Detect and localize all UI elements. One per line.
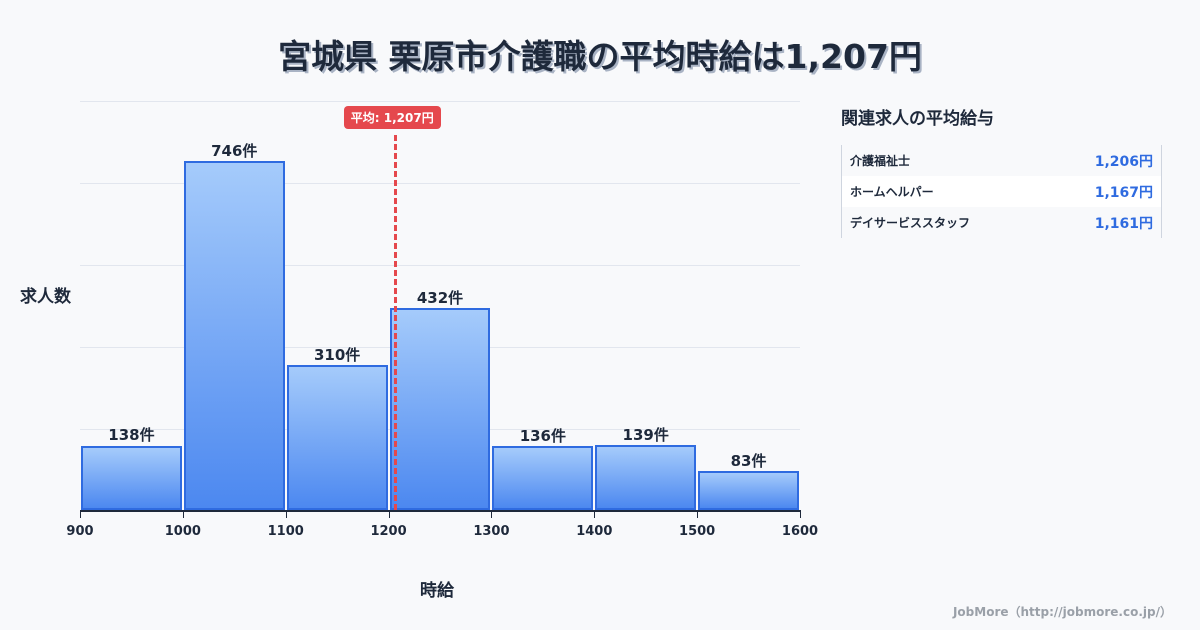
page-title: 宮城県 栗原市介護職の平均時給は1,207円 bbox=[278, 37, 922, 76]
histogram-plot: 138件 746件 310件 432件 136件 139件 83件 平均: 1,207円 bbox=[80, 101, 800, 510]
x-tick-label: 1500 bbox=[679, 524, 716, 539]
gridline bbox=[80, 101, 800, 102]
gridline bbox=[80, 265, 800, 266]
x-tick-label: 1600 bbox=[781, 524, 819, 539]
x-tick-label: 1200 bbox=[370, 524, 407, 539]
histogram-bar bbox=[286, 365, 388, 510]
job-name: ホームヘルパー bbox=[850, 185, 934, 199]
job-wage: 1,167円 bbox=[1094, 184, 1153, 201]
x-tick-label: 1100 bbox=[267, 524, 304, 539]
average-badge: 平均: 1,207円 bbox=[343, 106, 441, 129]
bar-value-label: 432件 bbox=[416, 289, 464, 308]
related-row: ホームヘルパー 1,167円 bbox=[842, 176, 1161, 207]
histogram-bar bbox=[698, 471, 799, 510]
histogram-bar bbox=[492, 446, 594, 510]
bar-value-label: 136件 bbox=[519, 427, 566, 446]
histogram-bar bbox=[389, 308, 491, 510]
gridline bbox=[80, 183, 800, 184]
related-row: 介護福祉士 1,206円 bbox=[842, 145, 1161, 176]
y-axis-label: 求人数 bbox=[20, 287, 71, 307]
x-axis-label: 時給 bbox=[420, 581, 454, 601]
x-axis bbox=[80, 510, 800, 512]
bar-value-label: 139件 bbox=[622, 426, 669, 445]
x-tick bbox=[800, 510, 801, 518]
related-salary-table: 介護福祉士 1,206円 ホームヘルパー 1,167円 デイサービススタッフ 1… bbox=[841, 145, 1162, 238]
x-tick bbox=[594, 510, 596, 518]
histogram-bar bbox=[81, 445, 182, 510]
job-name: 介護福祉士 bbox=[850, 154, 911, 168]
x-tick bbox=[697, 510, 699, 518]
footer-credit: JobMore（http://jobmore.co.jp/） bbox=[952, 605, 1172, 619]
bar-value-label: 138件 bbox=[108, 426, 155, 445]
average-line bbox=[394, 135, 398, 510]
x-tick-label: 1400 bbox=[576, 524, 613, 539]
bar-value-label: 310件 bbox=[313, 346, 361, 365]
histogram-bar bbox=[183, 161, 285, 510]
histogram-bar bbox=[595, 445, 697, 510]
x-tick bbox=[285, 510, 287, 518]
x-tick bbox=[80, 510, 81, 518]
related-row: デイサービススタッフ 1,161円 bbox=[842, 207, 1161, 238]
x-tick bbox=[388, 510, 390, 518]
bar-value-label: 746件 bbox=[211, 142, 258, 161]
job-name: デイサービススタッフ bbox=[850, 216, 971, 230]
related-salary-title: 関連求人の平均給与 bbox=[841, 109, 994, 129]
job-wage: 1,206円 bbox=[1094, 153, 1153, 170]
x-tick bbox=[491, 510, 493, 518]
bar-value-label: 83件 bbox=[730, 452, 767, 471]
x-tick-label: 1300 bbox=[473, 524, 510, 539]
x-tick bbox=[182, 510, 184, 518]
x-tick-label: 1000 bbox=[164, 524, 201, 539]
x-tick-label: 900 bbox=[66, 524, 94, 539]
job-wage: 1,161円 bbox=[1094, 215, 1153, 232]
